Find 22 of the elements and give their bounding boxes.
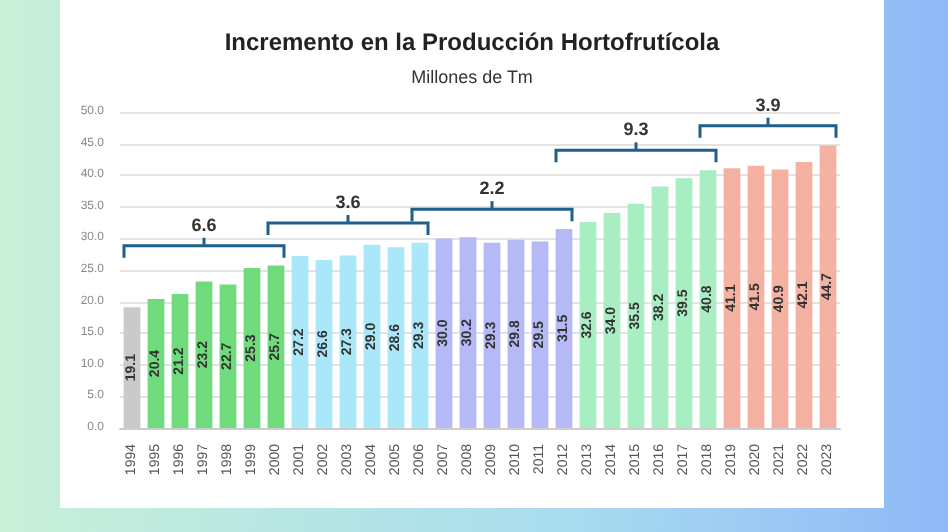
bar <box>555 228 573 428</box>
bar <box>651 186 669 428</box>
annotation: 9.3 <box>623 119 649 140</box>
chart-title: Incremento en la Producción Hortofrutícola <box>224 28 721 56</box>
bar <box>603 213 621 428</box>
bar <box>459 237 477 428</box>
bar <box>723 168 741 428</box>
bar <box>699 170 717 428</box>
annotation: 3.9 <box>755 94 781 115</box>
bar <box>819 145 837 428</box>
bar <box>771 169 789 428</box>
chart-subtitle: Millones de Tm <box>411 67 533 87</box>
bar <box>675 178 693 428</box>
bar <box>627 203 645 428</box>
bar <box>579 221 597 428</box>
bar <box>339 255 357 428</box>
bar <box>795 161 813 428</box>
annotation: 6.6 <box>191 214 217 235</box>
bar <box>291 256 309 428</box>
annotation: 3.6 <box>335 192 361 213</box>
bar <box>747 165 765 428</box>
annotation: 2.2 <box>479 178 505 199</box>
